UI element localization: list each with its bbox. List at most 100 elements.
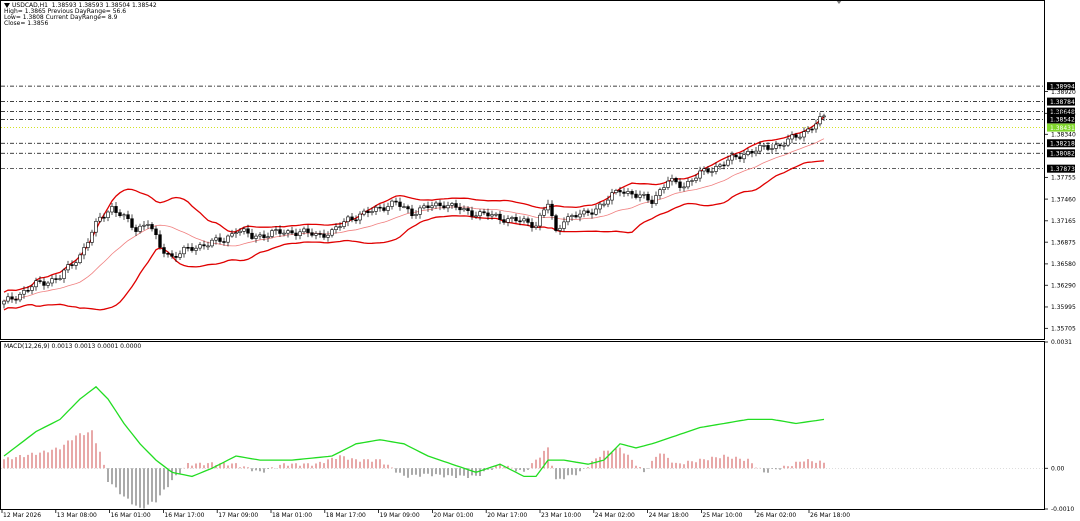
candle-body bbox=[410, 208, 414, 216]
candle-body bbox=[138, 225, 142, 232]
candle-body bbox=[66, 264, 70, 271]
candle-body bbox=[298, 231, 302, 237]
candle-body bbox=[666, 180, 670, 188]
candle-body bbox=[538, 214, 542, 227]
candle-body bbox=[638, 194, 642, 198]
candle-body bbox=[730, 154, 734, 161]
candle-body bbox=[390, 200, 394, 207]
main-plot-frame bbox=[0, 0, 1045, 340]
time-tick-label: 16 Mar 01:00 bbox=[111, 512, 151, 519]
candle-body bbox=[234, 232, 238, 234]
candle-body bbox=[642, 194, 646, 196]
time-tick-label: 12 Mar 2026 bbox=[3, 512, 41, 519]
candle-body bbox=[806, 128, 810, 133]
candle-body bbox=[498, 213, 502, 220]
candle-body bbox=[270, 230, 274, 237]
candle-body bbox=[150, 224, 154, 230]
candle-body bbox=[698, 170, 702, 179]
candle-body bbox=[34, 280, 38, 288]
candle-body bbox=[502, 219, 506, 223]
candle-body bbox=[766, 145, 770, 150]
level-price-box bbox=[1047, 115, 1075, 124]
level-price-box bbox=[1047, 139, 1075, 148]
level-price-label: 1.38218 bbox=[1050, 140, 1075, 147]
level-price-box bbox=[1047, 164, 1075, 173]
candle-body bbox=[90, 231, 94, 243]
candle-body bbox=[634, 193, 638, 198]
close-line: Close= 1.3856 bbox=[4, 20, 49, 27]
candle-body bbox=[58, 278, 62, 280]
high-line: High= 1.3865 Previous DayRange= 56.6 bbox=[4, 8, 127, 15]
level-price-box bbox=[1047, 149, 1075, 158]
candle-body bbox=[506, 218, 510, 223]
candle-body bbox=[338, 226, 342, 228]
candle-body bbox=[142, 224, 146, 227]
time-tick-label: 17 Mar 09:00 bbox=[218, 512, 258, 519]
candle-body bbox=[254, 235, 258, 239]
level-price-label: 1.38542 bbox=[1050, 117, 1075, 124]
candle-body bbox=[230, 233, 234, 237]
candle-body bbox=[450, 203, 454, 206]
candle-body bbox=[594, 208, 598, 215]
collapse-arrow-icon[interactable] bbox=[4, 3, 10, 8]
candle-body bbox=[86, 242, 90, 248]
time-tick-label: 13 Mar 08:00 bbox=[57, 512, 97, 519]
time-tick-label: 24 Mar 02:00 bbox=[595, 512, 635, 519]
candle-body bbox=[494, 213, 498, 216]
candle-body bbox=[406, 206, 410, 210]
candle-body bbox=[550, 203, 554, 216]
price-tick-label: 1.36290 bbox=[1051, 282, 1076, 289]
lower-band-line bbox=[3, 160, 825, 311]
candle-body bbox=[186, 247, 190, 249]
candle-body bbox=[702, 168, 706, 172]
symbol-line: USDCAD,H1 1.38593 1.38593 1.38504 1.3854… bbox=[12, 2, 157, 9]
candle-body bbox=[350, 216, 354, 221]
candle-body bbox=[782, 144, 786, 147]
chart-shift-marker-icon[interactable] bbox=[836, 0, 842, 4]
candle-body bbox=[658, 189, 662, 196]
candle-body bbox=[174, 255, 178, 258]
candle-body bbox=[482, 211, 486, 214]
candle-body bbox=[398, 201, 402, 207]
price-tick-label: 1.35705 bbox=[1051, 326, 1076, 333]
candle-body bbox=[786, 138, 790, 146]
candle-body bbox=[134, 227, 138, 232]
price-tick-label: 1.38625 bbox=[1051, 110, 1076, 117]
macd-tick-label: 0.00 bbox=[1051, 465, 1065, 472]
candle-body bbox=[586, 210, 590, 213]
candle-body bbox=[50, 278, 54, 284]
candle-body bbox=[646, 194, 650, 201]
candle-body bbox=[554, 215, 558, 231]
candle-body bbox=[2, 300, 6, 305]
level-price-label: 1.37873 bbox=[1050, 166, 1075, 173]
level-price-label: 1.38784 bbox=[1050, 99, 1075, 106]
candle-body bbox=[802, 131, 806, 138]
candle-body bbox=[714, 166, 718, 172]
price-tick-label: 1.37755 bbox=[1051, 175, 1076, 182]
candle-body bbox=[630, 191, 634, 195]
candle-body bbox=[446, 205, 450, 209]
candle-body bbox=[578, 213, 582, 218]
candle-body bbox=[214, 237, 218, 241]
candle-body bbox=[198, 244, 202, 249]
level-price-box bbox=[1047, 82, 1075, 91]
level-price-box bbox=[1047, 97, 1075, 106]
candle-body bbox=[718, 164, 722, 167]
candle-body bbox=[818, 116, 822, 125]
candle-body bbox=[10, 296, 14, 300]
time-tick-label: 18 Mar 17:00 bbox=[326, 512, 366, 519]
candle-body bbox=[750, 151, 754, 154]
candle-body bbox=[794, 134, 798, 138]
candle-body bbox=[798, 136, 802, 139]
price-tick-label: 1.37460 bbox=[1051, 196, 1076, 203]
candle-body bbox=[190, 247, 194, 251]
candle-body bbox=[42, 281, 46, 286]
candle-body bbox=[310, 232, 314, 236]
candle-body bbox=[474, 215, 478, 218]
candle-body bbox=[434, 202, 438, 207]
macd-signal-line bbox=[3, 385, 825, 478]
candle-body bbox=[670, 178, 674, 182]
candle-body bbox=[342, 221, 346, 227]
candle-body bbox=[222, 241, 226, 243]
